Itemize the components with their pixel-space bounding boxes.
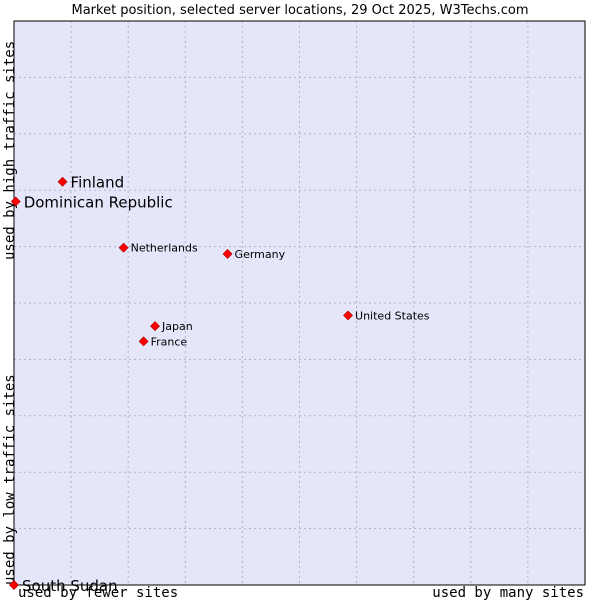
y-axis-label-low: used by low traffic sites [2, 374, 18, 585]
plot-frame [13, 20, 586, 586]
label-united-states: United States [355, 309, 430, 322]
point-finland [57, 176, 68, 187]
point-france [138, 336, 149, 347]
x-axis-label-low: used by fewer sites [18, 585, 178, 600]
label-france: France [151, 335, 188, 348]
x-axis-label-high: used by many sites [432, 585, 584, 600]
point-south-sudan [9, 580, 19, 590]
chart-title: Market position, selected server locatio… [71, 3, 528, 18]
point-japan [150, 321, 160, 332]
label-germany: Germany [235, 248, 286, 261]
point-dominican-republic [10, 196, 21, 207]
grid-lines [14, 21, 585, 585]
label-south-sudan: South Sudan [22, 577, 118, 595]
label-dominican-republic: Dominican Republic [24, 193, 173, 211]
point-united-states [343, 310, 353, 321]
point-germany [222, 248, 233, 259]
y-axis-label-high: used by high traffic sites [2, 41, 18, 260]
label-netherlands: Netherlands [131, 242, 198, 255]
point-netherlands [118, 242, 129, 253]
label-japan: Japan [161, 320, 193, 333]
label-finland: Finland [71, 174, 125, 192]
